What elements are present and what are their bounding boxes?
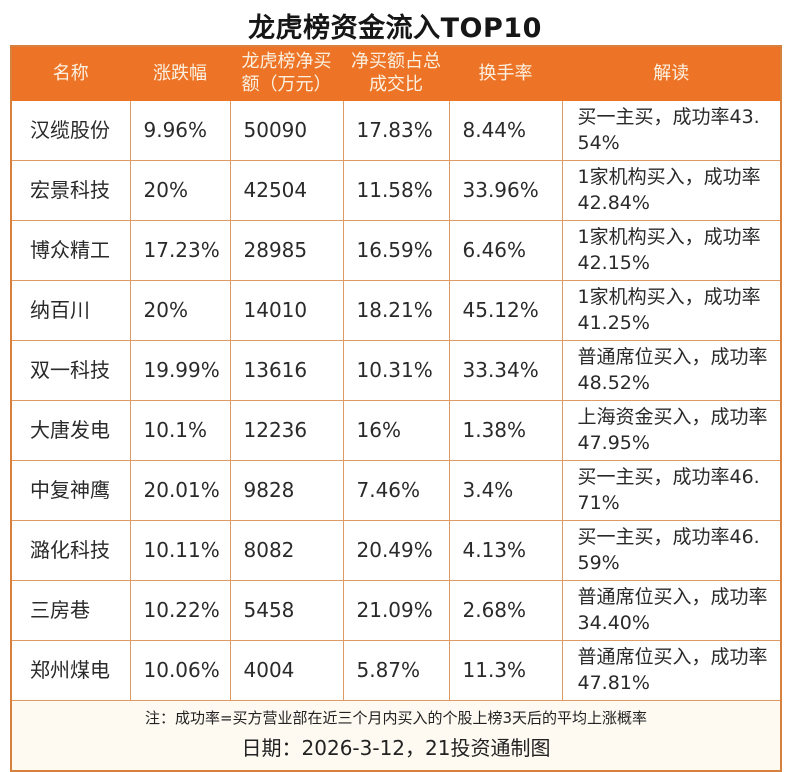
table-row: 郑州煤电 10.06% 4004 5.87% 11.3% 普通席位买入，成功率47.81% [10,639,782,701]
cell-net-buy-ratio: 21.09% [342,579,450,641]
cell-net-buy-ratio: 5.87% [342,639,450,701]
cell-net-buy-ratio: 7.46% [342,459,450,521]
cell-turnover-rate: 33.34% [448,339,563,401]
cell-interpretation: 普通席位买入，成功率34.40% [561,579,782,641]
cell-turnover-rate: 4.13% [448,519,563,581]
cell-turnover-rate: 1.38% [448,399,563,461]
table-row: 双一科技 19.99% 13616 10.31% 33.34% 普通席位买入，成功率48.… [10,339,782,401]
date-source-line: 日期：2026-3-12，21投资通制图 [241,735,551,760]
cell-net-buy-ratio: 10.31% [342,339,450,401]
cell-net-buy-ratio: 20.49% [342,519,450,581]
cell-change-pct: 17.23% [129,219,231,281]
cell-interpretation: 1家机构买入，成功率41.25% [561,279,782,341]
cell-stock-name: 潞化科技 [10,519,131,581]
cell-stock-name: 三房巷 [10,579,131,641]
cell-net-buy-amount: 28985 [229,219,344,281]
cell-turnover-rate: 33.96% [448,159,563,221]
table-row: 三房巷 10.22% 5458 21.09% 2.68% 普通席位买入，成功率34.40% [10,579,782,641]
cell-net-buy-amount: 8082 [229,519,344,581]
table-row: 汉缆股份 9.96% 50090 17.83% 8.44% 买一主买，成功率43.54% [10,99,782,161]
column-header-interpretation: 解读 [561,45,782,101]
cell-interpretation: 买一主买，成功率43.54% [561,99,782,161]
cell-interpretation: 上海资金买入，成功率47.95% [561,399,782,461]
cell-change-pct: 9.96% [129,99,231,161]
cell-net-buy-ratio: 17.83% [342,99,450,161]
cell-net-buy-amount: 9828 [229,459,344,521]
cell-net-buy-amount: 42504 [229,159,344,221]
cell-change-pct: 10.1% [129,399,231,461]
footer-cell: 注：成功率=买方营业部在近三个月内买入的个股上榜3天后的平均上涨概率 日期：20… [10,699,782,772]
cell-change-pct: 10.06% [129,639,231,701]
footnote: 注：成功率=买方营业部在近三个月内买入的个股上榜3天后的平均上涨概率 [144,708,648,727]
cell-stock-name: 双一科技 [10,339,131,401]
cell-net-buy-amount: 13616 [229,339,344,401]
column-header-turnover-rate: 换手率 [448,45,563,101]
cell-stock-name: 宏景科技 [10,159,131,221]
table-footer: 注：成功率=买方营业部在近三个月内买入的个股上榜3天后的平均上涨概率 日期：20… [10,699,782,772]
cell-net-buy-amount: 5458 [229,579,344,641]
page-title: 龙虎榜资金流入TOP10 [248,13,542,44]
cell-interpretation: 买一主买，成功率46.71% [561,459,782,521]
cell-interpretation: 普通席位买入，成功率48.52% [561,339,782,401]
cell-interpretation: 普通席位买入，成功率47.81% [561,639,782,701]
column-header-net-buy-ratio: 净买额占总成交比 [342,45,450,101]
table-row: 大唐发电 10.1% 12236 16% 1.38% 上海资金买入，成功率47.95% [10,399,782,461]
table-header: 名称 涨跌幅 龙虎榜净买额（万元） 净买额占总成交比 换手率 解读 [10,45,782,101]
cell-net-buy-ratio: 18.21% [342,279,450,341]
column-header-stock-name: 名称 [10,45,131,101]
cell-change-pct: 20% [129,279,231,341]
cell-turnover-rate: 45.12% [448,279,563,341]
cell-stock-name: 纳百川 [10,279,131,341]
table-row: 中复神鹰 20.01% 9828 7.46% 3.4% 买一主买，成功率46.71% [10,459,782,521]
cell-net-buy-ratio: 16% [342,399,450,461]
cell-net-buy-ratio: 11.58% [342,159,450,221]
cell-stock-name: 郑州煤电 [10,639,131,701]
cell-turnover-rate: 6.46% [448,219,563,281]
cell-stock-name: 汉缆股份 [10,99,131,161]
cell-change-pct: 10.11% [129,519,231,581]
footer-row: 注：成功率=买方营业部在近三个月内买入的个股上榜3天后的平均上涨概率 日期：20… [10,699,782,772]
table-row: 潞化科技 10.11% 8082 20.49% 4.13% 买一主买，成功率46.59% [10,519,782,581]
cell-change-pct: 20.01% [129,459,231,521]
cell-change-pct: 20% [129,159,231,221]
cell-interpretation: 1家机构买入，成功率42.84% [561,159,782,221]
cell-turnover-rate: 8.44% [448,99,563,161]
cell-net-buy-amount: 14010 [229,279,344,341]
column-header-net-buy-amount: 龙虎榜净买额（万元） [229,45,344,101]
cell-interpretation: 1家机构买入，成功率42.15% [561,219,782,281]
column-header-change-pct: 涨跌幅 [129,45,231,101]
table-row: 博众精工 17.23% 28985 16.59% 6.46% 1家机构买入，成功率42.1… [10,219,782,281]
cell-turnover-rate: 2.68% [448,579,563,641]
cell-stock-name: 大唐发电 [10,399,131,461]
table-row: 纳百川 20% 14010 18.21% 45.12% 1家机构买入，成功率41.25% [10,279,782,341]
cell-net-buy-amount: 12236 [229,399,344,461]
cell-change-pct: 19.99% [129,339,231,401]
cell-interpretation: 买一主买，成功率46.59% [561,519,782,581]
cell-turnover-rate: 11.3% [448,639,563,701]
cell-stock-name: 博众精工 [10,219,131,281]
cell-net-buy-ratio: 16.59% [342,219,450,281]
cell-net-buy-amount: 50090 [229,99,344,161]
cell-turnover-rate: 3.4% [448,459,563,521]
cell-stock-name: 中复神鹰 [10,459,131,521]
table-row: 宏景科技 20% 42504 11.58% 33.96% 1家机构买入，成功率42.84% [10,159,782,221]
cell-change-pct: 10.22% [129,579,231,641]
header-row: 名称 涨跌幅 龙虎榜净买额（万元） 净买额占总成交比 换手率 解读 [10,45,782,101]
table-body: 汉缆股份 9.96% 50090 17.83% 8.44% 买一主买，成功率43.54% 宏… [10,99,782,701]
top10-table: 名称 涨跌幅 龙虎榜净买额（万元） 净买额占总成交比 换手率 解读 汉缆股份 9.96% 50… [10,45,782,772]
cell-net-buy-amount: 4004 [229,639,344,701]
